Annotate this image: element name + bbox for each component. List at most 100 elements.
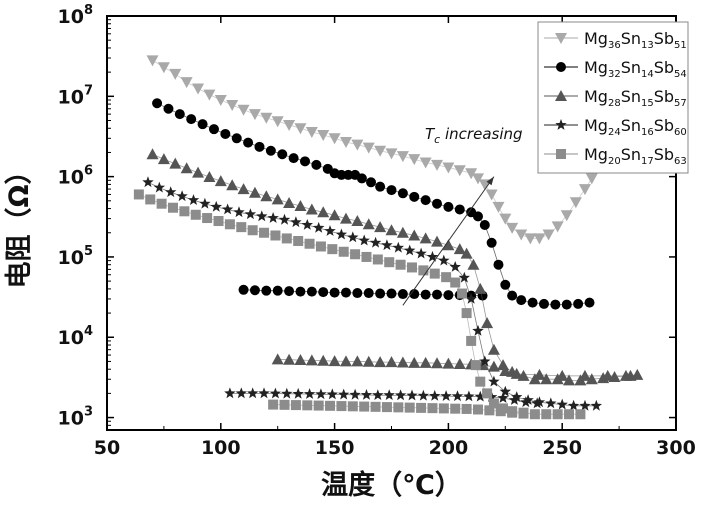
- data-point: [289, 153, 299, 163]
- data-point: [463, 391, 474, 402]
- data-point: [226, 179, 238, 190]
- data-point: [347, 231, 358, 242]
- data-point: [438, 255, 450, 266]
- data-point: [341, 288, 351, 298]
- data-point: [421, 290, 431, 300]
- x-tick-label: 150: [315, 437, 355, 459]
- data-point: [361, 389, 372, 400]
- data-point: [541, 409, 551, 419]
- legend-label: Mg20Sn17Sb63: [584, 145, 687, 167]
- data-point: [267, 212, 279, 223]
- data-point: [181, 77, 193, 88]
- data-point: [372, 389, 384, 400]
- data-point: [520, 396, 531, 407]
- data-point: [532, 397, 543, 408]
- data-point: [384, 257, 394, 267]
- data-point: [430, 269, 440, 279]
- data-point: [443, 202, 453, 212]
- data-point: [324, 225, 336, 236]
- data-point: [443, 290, 453, 300]
- legend-marker: [556, 149, 566, 159]
- data-point: [176, 190, 187, 201]
- data-point: [338, 389, 349, 400]
- data-point: [203, 90, 215, 101]
- data-point: [431, 160, 443, 171]
- series-2: [152, 98, 594, 309]
- data-point: [462, 308, 472, 318]
- data-point: [191, 210, 201, 220]
- data-point: [586, 173, 598, 184]
- data-point: [440, 390, 451, 401]
- data-point: [492, 202, 504, 213]
- data-point: [306, 203, 318, 214]
- data-point: [557, 399, 568, 410]
- data-point: [157, 199, 167, 209]
- data-point: [260, 190, 272, 201]
- data-point: [486, 189, 498, 200]
- data-point: [487, 238, 497, 248]
- legend-label: Mg24Sn16Sb60: [584, 116, 687, 138]
- data-point: [474, 283, 486, 294]
- data-point: [147, 148, 159, 159]
- data-point: [313, 222, 324, 233]
- series-line: [153, 60, 592, 238]
- data-point: [427, 403, 437, 413]
- data-point: [579, 400, 590, 411]
- data-point: [145, 194, 155, 204]
- data-point: [247, 387, 258, 398]
- data-point: [134, 189, 144, 199]
- data-point: [254, 142, 264, 152]
- data-point: [181, 162, 193, 173]
- data-point: [300, 156, 310, 166]
- data-point: [421, 195, 431, 205]
- data-point: [198, 119, 208, 129]
- data-point: [154, 182, 166, 193]
- data-point: [420, 157, 432, 168]
- data-point: [416, 403, 426, 413]
- data-point: [349, 389, 360, 400]
- y-tick-label: 107: [58, 83, 94, 108]
- x-tick-label: 100: [201, 437, 241, 459]
- data-point: [282, 233, 292, 243]
- data-point: [591, 400, 602, 411]
- data-point: [314, 401, 324, 411]
- data-point: [142, 176, 153, 187]
- data-point: [179, 206, 189, 216]
- data-point: [351, 355, 363, 366]
- data-point: [245, 208, 256, 219]
- data-point: [482, 388, 492, 398]
- data-point: [395, 389, 406, 400]
- data-point: [318, 287, 328, 297]
- data-point: [450, 278, 460, 288]
- data-point: [316, 241, 326, 251]
- data-point: [493, 260, 503, 270]
- data-point: [340, 137, 352, 148]
- data-point: [294, 123, 306, 134]
- data-point: [238, 183, 250, 194]
- data-point: [462, 404, 472, 414]
- data-point: [192, 84, 204, 95]
- data-point: [306, 127, 318, 138]
- data-point: [418, 390, 429, 401]
- data-point: [366, 177, 376, 187]
- data-point: [406, 390, 417, 401]
- data-point: [397, 151, 409, 162]
- data-point: [232, 133, 242, 143]
- data-point: [573, 299, 583, 309]
- data-point: [530, 409, 540, 419]
- data-point: [147, 55, 159, 66]
- data-point: [564, 409, 574, 419]
- data-point: [488, 344, 500, 355]
- data-point: [233, 206, 244, 217]
- series-line: [278, 359, 631, 376]
- data-point: [175, 109, 185, 119]
- data-point: [397, 227, 409, 238]
- data-point: [317, 206, 329, 217]
- data-point: [188, 194, 199, 205]
- data-point: [407, 262, 417, 272]
- data-point: [291, 400, 301, 410]
- data-point: [351, 140, 363, 151]
- data-point: [420, 232, 432, 243]
- data-point: [279, 214, 290, 225]
- data-point: [294, 200, 306, 211]
